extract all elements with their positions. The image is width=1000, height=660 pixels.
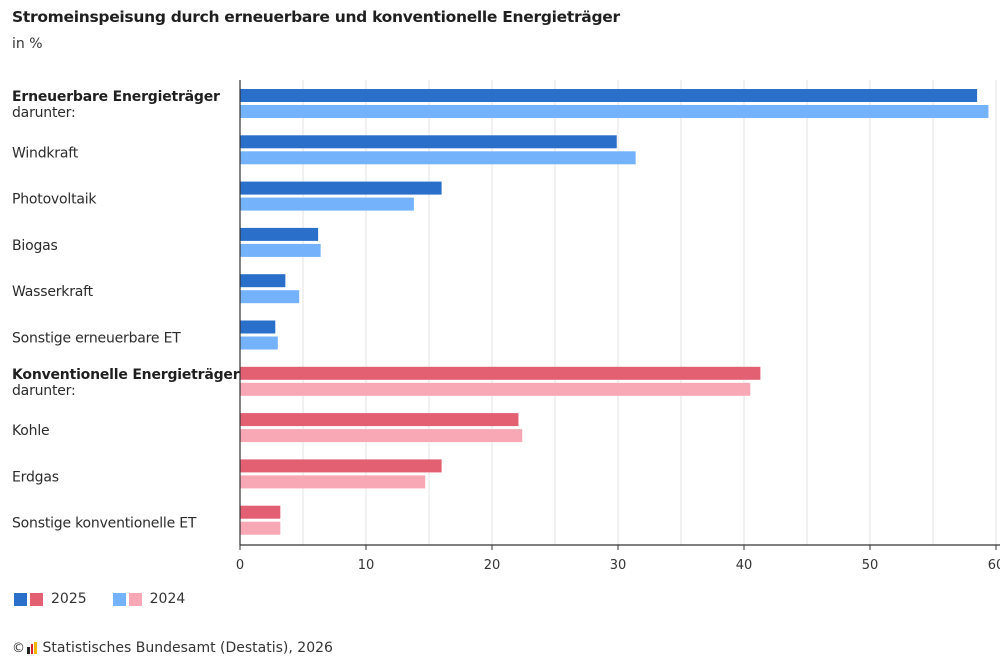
- category-label: Biogas: [12, 238, 58, 254]
- bar-2024: [240, 475, 426, 489]
- x-tick-label: 50: [862, 558, 879, 573]
- legend-swatch-2025-conventional: [30, 592, 43, 606]
- legend-label-2024: 2024: [149, 591, 186, 607]
- source-text: Statistisches Bundesamt (Destatis), 2026: [42, 640, 333, 656]
- destatis-logo-icon: [27, 642, 38, 654]
- x-tick-label: 40: [736, 558, 753, 573]
- x-axis: 0 10 20 30 40 50 60: [236, 80, 1000, 573]
- category-labels: Erneuerbare Energieträgerdarunter:Windkr…: [12, 89, 240, 532]
- bar-2024: [240, 382, 751, 396]
- source-note: © Statistisches Bundesamt (Destatis), 20…: [12, 640, 333, 656]
- chart-subtitle: in %: [12, 36, 43, 52]
- category-sublabel: darunter:: [12, 105, 76, 121]
- copyright-icon: ©: [12, 640, 25, 656]
- legend-swatch-2024-renewable: [112, 592, 126, 606]
- x-tick-label: 0: [236, 558, 244, 573]
- bar-2025: [240, 227, 319, 241]
- bar-2024: [240, 243, 321, 257]
- bar-2025: [240, 366, 761, 380]
- legend: 2025 2024: [14, 591, 211, 607]
- category-sublabel: darunter:: [12, 383, 76, 399]
- x-tick-label: 20: [484, 558, 501, 573]
- bar-2024: [240, 429, 523, 443]
- bar-2025: [240, 181, 442, 195]
- category-label: Wasserkraft: [12, 284, 94, 300]
- bar-chart: Erneuerbare Energieträgerdarunter:Windkr…: [12, 80, 1000, 573]
- bar-2025: [240, 320, 276, 334]
- bars: [240, 89, 989, 535]
- category-label: Konventionelle Energieträger: [12, 367, 240, 383]
- grid-lines: [302, 80, 997, 545]
- legend-label-2025: 2025: [51, 591, 87, 607]
- category-label: Kohle: [12, 423, 49, 439]
- bar-2024: [240, 151, 636, 165]
- bar-2025: [240, 505, 281, 519]
- chart-title: Stromeinspeisung durch erneuerbare und k…: [12, 8, 620, 26]
- legend-swatch-2024-conventional: [128, 592, 142, 606]
- x-tick-label: 30: [610, 558, 627, 573]
- legend-swatch-2025-renewable: [14, 592, 27, 606]
- category-label: Windkraft: [12, 145, 79, 161]
- bar-2024: [240, 197, 414, 211]
- bar-2025: [240, 274, 286, 288]
- bar-2025: [240, 459, 442, 473]
- bar-2025: [240, 135, 617, 149]
- bar-2024: [240, 336, 278, 350]
- category-label: Erdgas: [12, 469, 59, 485]
- x-tick-label: 10: [358, 558, 375, 573]
- bar-2025: [240, 89, 978, 102]
- x-tick-label: 60: [988, 558, 1000, 573]
- bar-2025: [240, 413, 519, 427]
- bar-2024: [240, 105, 989, 118]
- bar-2024: [240, 290, 300, 304]
- category-label: Erneuerbare Energieträger: [12, 89, 220, 105]
- category-label: Sonstige erneuerbare ET: [12, 331, 181, 347]
- category-label: Sonstige konventionelle ET: [12, 516, 197, 532]
- bar-2024: [240, 521, 281, 535]
- category-label: Photovoltaik: [12, 192, 97, 208]
